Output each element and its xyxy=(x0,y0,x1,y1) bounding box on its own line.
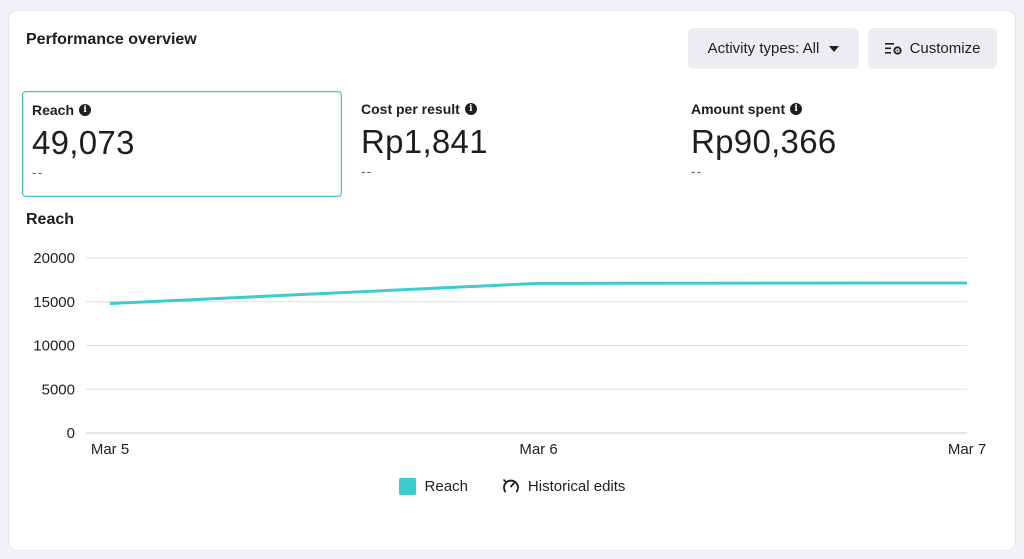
info-icon[interactable]: i xyxy=(79,104,92,116)
metric-cost-per-result[interactable]: Cost per result i Rp1,841 -- xyxy=(352,91,672,197)
metric-label: Reach xyxy=(32,102,75,118)
y-tick-label: 15000 xyxy=(33,294,75,311)
reach-line-chart[interactable]: 0 5000 10000 15000 20000 Mar 5 Mar 6 Mar 7 xyxy=(9,11,1015,471)
activity-types-dropdown[interactable]: Activity types: All xyxy=(688,28,859,69)
gauge-icon xyxy=(502,477,520,495)
performance-overview-card: Performance overview Activity types: All… xyxy=(9,11,1015,550)
y-tick-label: 5000 xyxy=(42,381,75,398)
metric-reach[interactable]: Reach i 49,073 -- xyxy=(22,91,342,197)
x-tick-label: Mar 6 xyxy=(519,441,557,458)
info-icon[interactable]: i xyxy=(464,103,477,115)
series-line-reach[interactable] xyxy=(109,281,968,305)
metric-value: Rp90,366 xyxy=(691,123,837,160)
legend-item-reach[interactable]: Reach xyxy=(398,477,468,495)
legend-swatch xyxy=(398,477,416,495)
metric-value: 49,073 xyxy=(32,124,135,161)
activity-types-label: Activity types: All xyxy=(707,40,820,57)
sliders-gear-icon xyxy=(884,42,902,56)
x-tick-label: Mar 5 xyxy=(91,441,129,458)
metric-amount-spent[interactable]: Amount spent i Rp90,366 -- xyxy=(682,91,1002,197)
chart-title: Reach xyxy=(26,211,75,228)
metric-delta: -- xyxy=(361,163,373,179)
y-tick-label: 10000 xyxy=(33,338,75,355)
y-tick-label: 20000 xyxy=(33,250,75,267)
chart-legend: Reach Historical edits xyxy=(9,477,1015,495)
customize-button[interactable]: Customize xyxy=(868,28,997,69)
y-tick-label: 0 xyxy=(67,425,75,442)
info-icon[interactable]: i xyxy=(790,103,803,115)
customize-label: Customize xyxy=(909,40,981,57)
metric-delta: -- xyxy=(691,163,703,179)
x-tick-label: Mar 7 xyxy=(948,441,986,458)
legend-label-reach: Reach xyxy=(424,477,468,495)
metric-label: Amount spent xyxy=(691,101,786,117)
legend-item-historical-edits[interactable]: Historical edits xyxy=(502,477,626,495)
legend-label-historical-edits: Historical edits xyxy=(527,477,626,495)
caret-down-icon xyxy=(829,45,840,52)
card-title: Performance overview xyxy=(26,31,197,48)
metric-delta: -- xyxy=(32,164,44,180)
metric-value: Rp1,841 xyxy=(361,123,488,160)
metric-label: Cost per result xyxy=(361,101,460,117)
